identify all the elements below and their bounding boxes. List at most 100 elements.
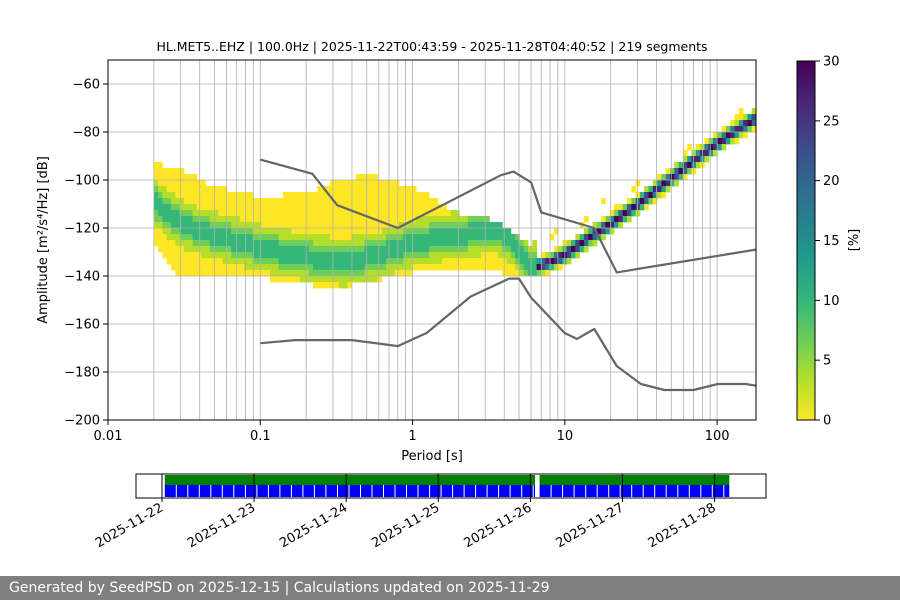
- heatmap-cell: [515, 264, 520, 271]
- heatmap-cell: [472, 252, 477, 259]
- heatmap-cell: [218, 246, 224, 253]
- heatmap-cell: [265, 216, 271, 223]
- heatmap-cell: [429, 252, 434, 259]
- heatmap-cell: [158, 222, 163, 229]
- heatmap-cell: [325, 210, 331, 217]
- heatmap-cell: [317, 222, 322, 229]
- timeline-tick-label: 2025-11-27: [554, 500, 627, 551]
- heatmap-cell: [368, 210, 374, 217]
- heatmap-cell: [218, 240, 224, 247]
- heatmap-cell: [454, 228, 460, 235]
- heatmap-cell: [368, 192, 374, 199]
- heatmap-cell: [295, 234, 301, 241]
- heatmap-cell: [231, 222, 236, 229]
- heatmap-cell: [622, 210, 628, 217]
- heatmap-cell: [712, 132, 718, 139]
- heatmap-cell: [214, 234, 219, 241]
- heatmap-cell: [209, 192, 215, 199]
- heatmap-cell: [399, 210, 404, 217]
- heatmap-cell: [661, 174, 667, 181]
- heatmap-cell: [226, 252, 232, 259]
- heatmap-cell: [407, 228, 413, 235]
- heatmap-cell: [171, 192, 176, 199]
- heatmap-cell: [540, 252, 546, 259]
- heatmap-cell: [343, 252, 348, 259]
- heatmap-cell: [351, 204, 357, 211]
- heatmap-cell: [596, 222, 602, 229]
- heatmap-cell: [278, 252, 284, 259]
- heatmap-cell: [269, 246, 275, 253]
- heatmap-cell: [652, 198, 658, 205]
- heatmap-cell: [747, 114, 753, 121]
- heatmap-cell: [373, 276, 378, 283]
- heatmap-cell: [343, 258, 348, 265]
- heatmap-cell: [708, 144, 714, 151]
- timeline: [164, 475, 730, 497]
- heatmap-cell: [222, 222, 228, 229]
- heatmap-cell: [355, 240, 361, 247]
- heatmap-cell: [394, 180, 400, 187]
- heatmap-cell: [321, 198, 327, 205]
- heatmap-cell: [579, 234, 585, 241]
- heatmap-cell: [308, 258, 314, 265]
- heatmap-cell: [446, 216, 452, 223]
- heatmap-cell: [373, 240, 378, 247]
- heatmap-cell: [575, 252, 581, 259]
- heatmap-cell: [394, 246, 400, 253]
- heatmap-cell: [497, 240, 503, 247]
- heatmap-cell: [325, 270, 331, 277]
- heatmap-cell: [347, 204, 353, 211]
- heatmap-cell: [226, 192, 232, 199]
- heatmap-cell: [226, 198, 232, 205]
- heatmap-cell: [179, 246, 185, 253]
- heatmap-cell: [175, 192, 181, 199]
- heatmap-cell: [433, 264, 439, 271]
- heatmap-cell: [218, 264, 224, 271]
- heatmap-cell: [214, 204, 219, 211]
- heatmap-cell: [386, 264, 391, 271]
- heatmap-cell: [308, 240, 314, 247]
- x-axis: 0.01 0.1 1 10 100: [94, 420, 730, 444]
- heatmap-cell: [252, 264, 258, 271]
- heatmap-cell: [158, 216, 163, 223]
- heatmap-cell: [235, 198, 241, 205]
- heatmap-cell: [704, 156, 710, 163]
- heatmap-cell: [218, 198, 224, 205]
- heatmap-cell: [179, 264, 185, 271]
- heatmap-cell: [222, 192, 228, 199]
- heatmap-cell: [416, 228, 421, 235]
- heatmap-cell: [386, 192, 391, 199]
- heatmap-cell: [287, 276, 292, 283]
- heatmap-cell: [424, 216, 430, 223]
- heatmap-cell: [446, 222, 452, 229]
- heatmap-cell: [153, 198, 159, 205]
- heatmap-cell: [674, 168, 679, 175]
- heatmap-cell: [222, 186, 228, 193]
- heatmap-cell: [205, 264, 211, 271]
- y-tick-label: −60: [73, 78, 100, 93]
- heatmap-cell: [368, 228, 374, 235]
- heatmap-cell: [312, 228, 318, 235]
- heatmap-cell: [429, 228, 434, 235]
- heatmap-cell: [261, 234, 267, 241]
- heatmap-cell: [446, 246, 452, 253]
- heatmap-cell: [407, 264, 413, 271]
- heatmap-cell: [325, 246, 331, 253]
- data-coverage-bar: [164, 485, 536, 497]
- heatmap-cell: [171, 210, 176, 217]
- heatmap-cell: [179, 252, 185, 259]
- heatmap-cell: [218, 210, 224, 217]
- heatmap-cell: [317, 228, 322, 235]
- heatmap-cell: [269, 252, 275, 259]
- heatmap-cell: [291, 204, 297, 211]
- heatmap-cell: [201, 204, 206, 211]
- heatmap-cell: [308, 228, 314, 235]
- heatmap-cell: [485, 222, 490, 229]
- heatmap-cell: [269, 258, 275, 265]
- heatmap-cell: [390, 204, 396, 211]
- heatmap-cell: [343, 276, 348, 283]
- heatmap-cell: [334, 210, 340, 217]
- heatmap-cell: [183, 180, 189, 187]
- heatmap-cell: [459, 252, 464, 259]
- heatmap-cell: [407, 258, 413, 265]
